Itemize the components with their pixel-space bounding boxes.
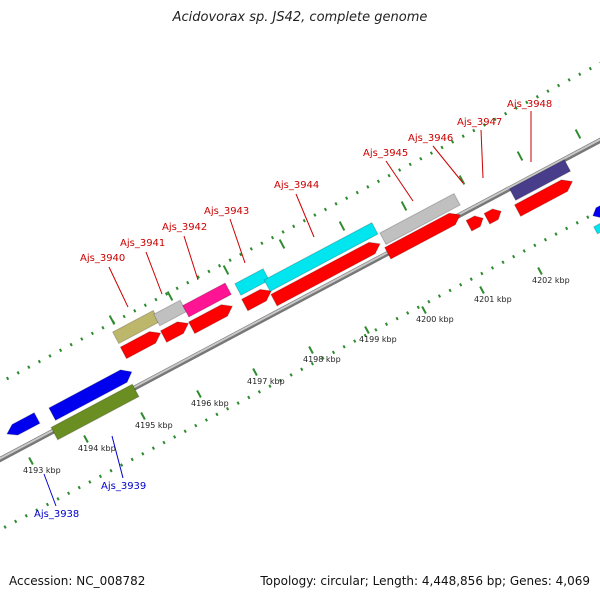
gene-label-ajs-3944: Ajs_3944 [274, 180, 319, 191]
label-leader-line [385, 160, 414, 202]
label-leader-lines [43, 111, 532, 507]
gene-block [593, 222, 600, 235]
gene-features [6, 159, 600, 441]
label-leader-line [145, 251, 163, 295]
cds-arrow [187, 304, 234, 335]
gene-label-ajs-3946: Ajs_3946 [408, 133, 453, 144]
gene-feature-blue [48, 369, 133, 421]
gene-block [263, 221, 379, 293]
tick-mark [308, 345, 314, 355]
cds-arrow [241, 288, 272, 312]
cds-arrow [513, 179, 574, 217]
tick-label: 4200 kbp [416, 315, 454, 324]
kbp-ticks: 4193 kbp 4194 kbp 4195 kbp 4196 kbp 4197 kbp… [23, 129, 582, 475]
tick-mark [108, 315, 116, 325]
label-leader-line [480, 129, 484, 179]
tick-mark [222, 265, 230, 275]
gene-block [182, 282, 232, 318]
tick-mark [166, 291, 174, 301]
gene-label-ajs-3948: Ajs_3948 [507, 99, 552, 110]
outer-dotted-guide [0, 61, 600, 385]
cds-arrow [270, 241, 381, 307]
tick-mark [278, 239, 286, 249]
genome-summary: Topology: circular; Length: 4,448,856 bp… [260, 574, 590, 588]
tick-mark [458, 175, 466, 185]
tick-mark [83, 434, 89, 444]
gene-block [508, 159, 572, 201]
cds-arrow [119, 331, 162, 360]
tick-mark [516, 151, 524, 161]
gene-label-ajs-3940: Ajs_3940 [80, 253, 125, 264]
tick-label: 4197 kbp [247, 377, 285, 386]
tick-label: 4194 kbp [78, 444, 116, 453]
label-leader-line [432, 145, 464, 184]
tick-label: 4201 kbp [474, 295, 512, 304]
cds-arrow [384, 212, 461, 260]
gene-block [153, 299, 187, 327]
tick-mark [400, 201, 408, 211]
gene-feature-blue [592, 205, 600, 218]
tick-label: 4196 kbp [191, 399, 229, 408]
tick-label: 4195 kbp [135, 421, 173, 430]
tick-mark [252, 367, 258, 377]
map-title: Acidovorax sp. JS42, complete genome [172, 10, 428, 25]
gene-label-ajs-3942: Ajs_3942 [162, 222, 207, 233]
tick-label: 4199 kbp [359, 335, 397, 344]
cds-arrow [159, 321, 190, 343]
tick-mark [140, 411, 146, 421]
accession-text: Accession: NC_008782 [9, 574, 146, 588]
label-leader-line [183, 235, 199, 281]
tick-mark [28, 456, 34, 466]
cds-arrow [483, 208, 502, 225]
tick-mark [537, 266, 543, 276]
gene-labels: Ajs_3938 Ajs_3939 Ajs_3940 Ajs_3941 Ajs_3942… [34, 99, 552, 520]
cds-arrow [465, 215, 484, 232]
gene-label-ajs-3939: Ajs_3939 [101, 481, 146, 492]
gene-label-ajs-3947: Ajs_3947 [457, 117, 502, 128]
label-leader-line [229, 218, 246, 264]
tick-mark [421, 305, 427, 315]
tick-mark [338, 221, 346, 231]
tick-label: 4202 kbp [532, 276, 570, 285]
genome-backbone [0, 137, 600, 463]
gene-feature-olive [50, 383, 140, 441]
gene-label-ajs-3938: Ajs_3938 [34, 509, 79, 520]
tick-mark [479, 285, 485, 295]
backbone-line-highlight [0, 138, 600, 460]
gene-feature-blue [6, 412, 41, 436]
tick-label: 4198 kbp [303, 355, 341, 364]
label-leader-line [295, 193, 315, 238]
label-leader-line [108, 266, 129, 308]
gene-label-ajs-3941: Ajs_3941 [120, 238, 165, 249]
gene-block [379, 192, 461, 246]
tick-mark [574, 129, 582, 139]
gene-label-ajs-3943: Ajs_3943 [204, 206, 249, 217]
label-leader-line [111, 435, 124, 479]
tick-mark [196, 389, 202, 399]
label-leader-line [43, 473, 57, 507]
tick-label: 4193 kbp [23, 466, 61, 475]
gene-label-ajs-3945: Ajs_3945 [363, 148, 408, 159]
tick-mark [364, 325, 370, 335]
